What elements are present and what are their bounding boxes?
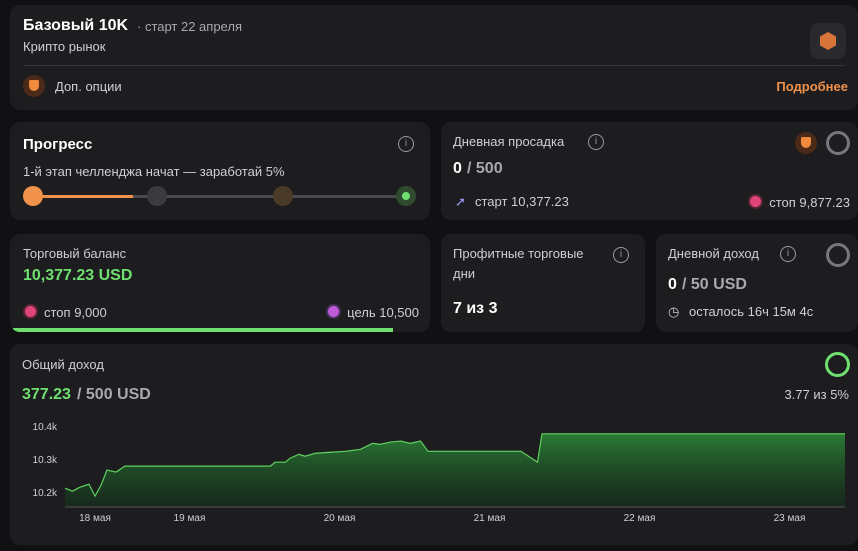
drawdown-title: Дневная просадка — [453, 134, 565, 149]
options-link[interactable]: Доп. опции — [55, 79, 122, 94]
ring — [825, 352, 850, 377]
total-income-limit: / 500 USD — [77, 386, 151, 403]
account-title: Базовый 10K — [23, 17, 129, 34]
progress-title: Прогресс — [23, 136, 93, 153]
balance-title: Торговый баланс — [23, 246, 127, 261]
account-icon — [810, 23, 846, 59]
progress-card: Прогресс i 1-й этап челленджа начат — за… — [10, 122, 430, 220]
info-icon[interactable]: i — [398, 136, 414, 152]
x-tick-label: 23 мая — [774, 513, 806, 524]
x-tick-label: 19 мая — [174, 513, 206, 524]
total-income-card: Общий доход 377.23 / 500 USD 3.77 из 5% … — [10, 344, 858, 545]
start-date: · старт 22 апреля — [137, 19, 242, 34]
stage-icon — [23, 186, 43, 206]
balance-stop-text: стоп 9,000 — [44, 305, 107, 320]
progress-fill — [33, 195, 133, 198]
drawdown-card: Дневная просадка i 0 / 500 ➚ старт 10,37… — [441, 122, 858, 220]
progress-track — [33, 195, 406, 198]
area — [65, 433, 845, 507]
daily-income-limit: / 50 USD — [682, 276, 747, 293]
x-tick-label: 21 мая — [474, 513, 506, 524]
stage-icon — [273, 186, 293, 206]
rocket-icon: ➚ — [455, 194, 466, 209]
y-tick-label: 10.4k — [33, 422, 58, 433]
drawdown-stop: стоп 9,877.23 — [748, 194, 850, 210]
clock-icon: ◷ — [668, 304, 680, 319]
progress-subtitle: 1-й этап челленджа начат — заработай 5% — [23, 164, 285, 179]
profit-days-title: Профитные торговые дни — [453, 246, 584, 281]
line — [64, 433, 845, 498]
drawdown-value: 0 — [453, 160, 462, 177]
daily-income-value: 0 — [668, 276, 677, 293]
shield-icon — [795, 132, 817, 154]
x-tick-label: 18 мая — [79, 513, 111, 524]
info-icon[interactable]: i — [613, 247, 629, 263]
balance-target: цель 10,500 — [326, 304, 419, 320]
stage-icon — [396, 186, 416, 206]
info-icon[interactable]: i — [780, 246, 796, 262]
x-tick-label: 22 мая — [624, 513, 656, 524]
drawdown-start: старт 10,377.23 — [475, 194, 569, 209]
balance-target-text: цель 10,500 — [347, 305, 419, 320]
header-card: Базовый 10K · старт 22 апреля Крипто рын… — [10, 5, 858, 110]
chart: 10.2k 10.3k 10.4k 18 мая 19 мая 20 мая 21 мая 2… — [33, 422, 845, 524]
info-icon[interactable]: i — [588, 134, 604, 150]
drawdown-stop-text: стоп 9,877.23 — [769, 195, 850, 210]
daily-income-remaining: осталось 16ч 15м 4с — [689, 304, 814, 319]
divider — [23, 65, 845, 66]
balance-stop: стоп 9,000 — [23, 304, 107, 320]
total-income-value: 377.23 — [22, 386, 71, 403]
market: Крипто рынок — [23, 39, 106, 54]
profit-days-card: Профитные торговые дни i 7 из 3 — [441, 234, 645, 332]
total-income-percent: 3.77 из 5% — [784, 387, 849, 402]
details-link[interactable]: Подробнее — [776, 79, 848, 94]
x-tick-label: 20 мая — [324, 513, 356, 524]
y-tick-label: 10.3k — [33, 455, 58, 466]
ring — [826, 243, 850, 267]
balance-value: 10,377.23 USD — [23, 267, 133, 284]
daily-income-card: Дневной доход i 0 / 50 USD ◷ осталось 16… — [656, 234, 858, 332]
options-icon — [23, 75, 45, 97]
balance-card: Торговый баланс 10,377.23 USD стоп 9,000… — [10, 234, 430, 332]
drawdown-limit: / 500 — [467, 160, 503, 177]
profit-days-value: 7 из 3 — [453, 300, 498, 317]
balance-bar — [13, 328, 393, 332]
ring — [826, 131, 850, 155]
total-income-title: Общий доход — [22, 357, 104, 372]
stage-icon — [147, 186, 167, 206]
y-tick-label: 10.2k — [33, 488, 58, 499]
daily-income-title: Дневной доход — [668, 246, 759, 261]
